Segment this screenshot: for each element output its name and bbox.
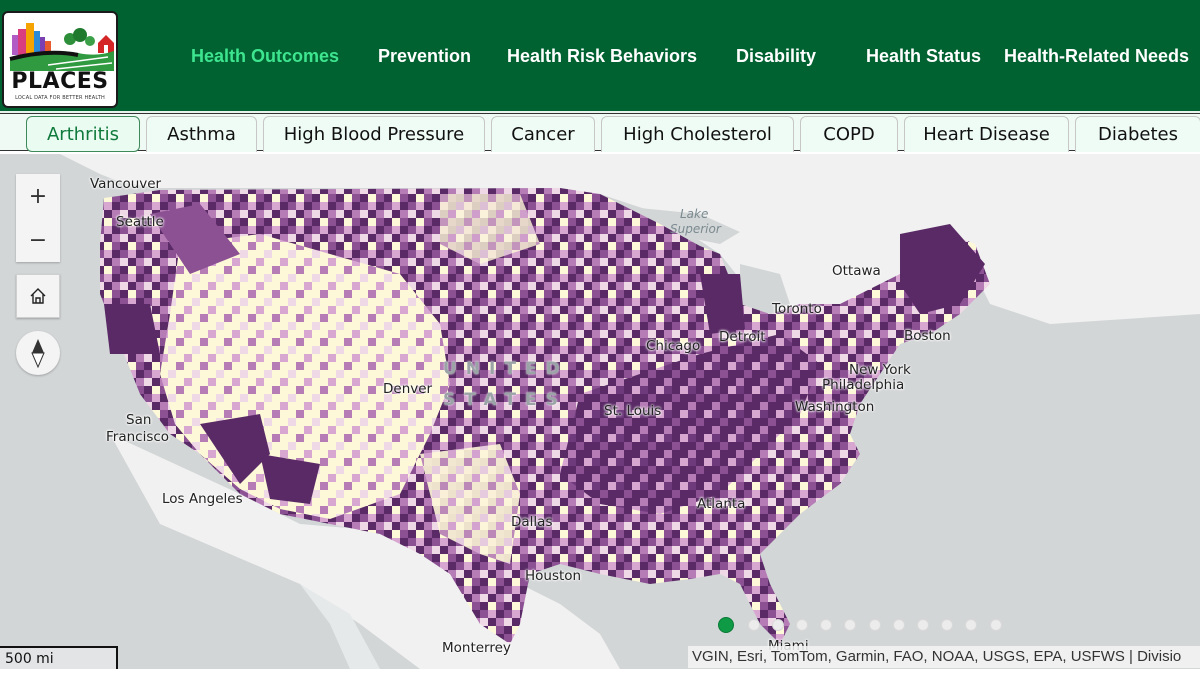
- pager-dot-1[interactable]: [718, 617, 734, 633]
- compass-icon: [31, 339, 45, 368]
- tab-copd[interactable]: COPD: [800, 116, 898, 152]
- city-label-monterrey: Monterrey: [442, 640, 511, 656]
- pager-dot-6[interactable]: [844, 619, 856, 631]
- app-header: PLACES LOCAL DATA FOR BETTER HEALTH Heal…: [0, 0, 1200, 111]
- tab-high-blood-pressure[interactable]: High Blood Pressure: [263, 116, 485, 152]
- water-label-lake: Lake: [680, 207, 709, 221]
- nav-health-status[interactable]: Health Status: [866, 46, 982, 66]
- city-label-denver: Denver: [383, 381, 433, 397]
- pager-dot-2[interactable]: [748, 619, 760, 631]
- city-label-boston: Boston: [904, 328, 951, 344]
- city-farm-logo-icon: [9, 23, 114, 71]
- tab-cancer[interactable]: Cancer: [491, 116, 595, 152]
- measure-tab-bar: Arthritis Asthma High Blood Pressure Can…: [0, 111, 1200, 154]
- map-attribution[interactable]: VGIN, Esri, TomTom, Garmin, FAO, NOAA, U…: [688, 646, 1200, 668]
- city-label-new-york: New York: [849, 362, 911, 378]
- zoom-controls: + −: [16, 174, 60, 262]
- tab-diabetes[interactable]: Diabetes: [1075, 116, 1200, 152]
- city-label-los-angeles: Los Angeles: [162, 491, 243, 507]
- city-label-detroit: Detroit: [719, 329, 766, 345]
- nav-health-related-needs[interactable]: Health-Related Needs: [1004, 46, 1190, 66]
- nav-prevention[interactable]: Prevention: [378, 46, 472, 66]
- pager-dot-7[interactable]: [869, 619, 881, 631]
- pager-dot-5[interactable]: [820, 619, 832, 631]
- map-basemap: [60, 154, 1200, 669]
- city-label-francisco: Francisco: [106, 429, 170, 445]
- compass-button[interactable]: [16, 331, 60, 375]
- zoom-in-button[interactable]: +: [28, 183, 48, 209]
- city-label-houston: Houston: [525, 568, 582, 584]
- choropleth-map[interactable]: Vancouver Seattle Lake Superior Ottawa T…: [0, 154, 1200, 669]
- country-label-states: STATES: [443, 390, 567, 410]
- city-label-philadelphia: Philadelphia: [822, 377, 905, 393]
- nav-health-risk-behaviors[interactable]: Health Risk Behaviors: [507, 46, 698, 66]
- logo-tagline: LOCAL DATA FOR BETTER HEALTH: [15, 95, 105, 101]
- logo-title: PLACES: [11, 69, 109, 94]
- pager-dot-12[interactable]: [990, 619, 1002, 631]
- water-label-superior: Superior: [670, 222, 721, 236]
- scale-bar: 500 mi: [0, 646, 118, 669]
- tab-arthritis[interactable]: Arthritis: [26, 116, 140, 152]
- zoom-out-button[interactable]: −: [28, 227, 48, 253]
- pager-dot-10[interactable]: [941, 619, 953, 631]
- tab-high-cholesterol[interactable]: High Cholesterol: [601, 116, 794, 152]
- pager-dot-9[interactable]: [917, 619, 929, 631]
- home-button[interactable]: [16, 274, 60, 318]
- country-label-united: UNITED: [443, 359, 569, 379]
- city-label-vancouver: Vancouver: [90, 176, 162, 192]
- city-label-chicago: Chicago: [646, 338, 701, 354]
- city-label-seattle: Seattle: [116, 214, 164, 230]
- pager-dot-4[interactable]: [796, 619, 808, 631]
- city-label-toronto: Toronto: [772, 301, 822, 317]
- city-label-san: San: [126, 412, 152, 428]
- bottom-strip: [0, 669, 1200, 675]
- city-label-washington: Washington: [795, 399, 875, 415]
- tab-heart-disease[interactable]: Heart Disease: [904, 116, 1069, 152]
- city-label-st-louis: St. Louis: [604, 403, 662, 419]
- home-icon: [30, 288, 46, 304]
- tab-asthma[interactable]: Asthma: [146, 116, 257, 152]
- nav-health-outcomes[interactable]: Health Outcomes: [191, 46, 340, 66]
- pager-dot-8[interactable]: [893, 619, 905, 631]
- city-label-dallas: Dallas: [511, 514, 553, 530]
- city-label-ottawa: Ottawa: [832, 263, 881, 279]
- pager-dot-3[interactable]: [772, 619, 784, 631]
- city-label-atlanta: Atlanta: [697, 496, 746, 512]
- pager-dot-11[interactable]: [965, 619, 977, 631]
- places-logo[interactable]: PLACES LOCAL DATA FOR BETTER HEALTH: [2, 11, 118, 108]
- nav-disability[interactable]: Disability: [736, 46, 817, 66]
